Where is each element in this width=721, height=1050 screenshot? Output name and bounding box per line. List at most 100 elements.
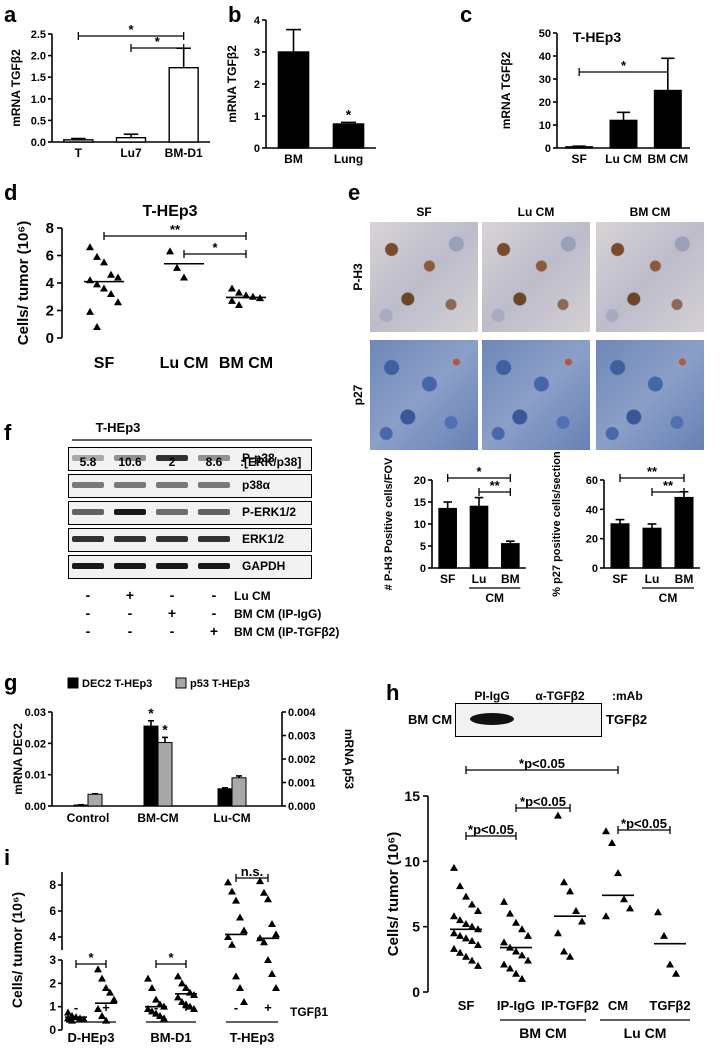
i-point-1-3 [106, 988, 114, 996]
f-band-4-2 [156, 563, 188, 569]
g-ytick-label-0: 0.00 [25, 801, 46, 813]
d-point-0-9 [114, 298, 122, 306]
i-point-4-2 [232, 896, 240, 904]
h-blot-left: BM CM [408, 712, 452, 727]
h-point-2-0 [554, 811, 562, 819]
b-ytick-label-0: 0 [254, 143, 260, 155]
panel-letter-d: d [4, 180, 17, 205]
d-ytick-label-2: 4 [46, 275, 55, 292]
e1-ytick-label-4: 20 [414, 475, 426, 487]
i-point-3-5 [174, 993, 182, 1001]
d-sig-2-label: * [212, 240, 218, 255]
e2-bar-0 [610, 523, 630, 569]
f-band-2-3 [198, 509, 230, 515]
h-point-4-1 [660, 931, 668, 939]
c-bar-2 [653, 89, 682, 149]
i-point-0-0 [64, 1008, 72, 1016]
i-xsign-0: - [74, 1000, 78, 1015]
f-sign-0-3: - [212, 587, 217, 603]
micrograph-p27-sf [370, 340, 478, 450]
i-point-4-4 [240, 926, 248, 934]
g-bar-0-1 [143, 725, 159, 807]
h-sig-2-label: *p<0.05 [468, 822, 514, 837]
d-point-2-0 [228, 284, 236, 292]
a-bar-0 [63, 139, 94, 143]
e2-bar-2 [674, 496, 694, 569]
d-point-0-10 [86, 307, 94, 315]
e-col-bmcm: BM CM [630, 205, 671, 219]
i-point-2-6 [148, 1007, 156, 1015]
c-ytick-label-5: 50 [539, 28, 551, 40]
d-point-1-1 [173, 263, 181, 271]
f-sign-2-3: + [210, 623, 218, 639]
i-point-4-1 [228, 887, 236, 895]
e1-xlabel-2: BM [501, 572, 520, 586]
f-sign-0-2: - [170, 587, 175, 603]
i-group-label-1: BM-D1 [150, 1030, 191, 1045]
h-point-0-15 [450, 944, 458, 952]
b-ytick-label-3: 3 [254, 47, 260, 59]
i-ytick-lo-label-1: 1 [49, 1000, 56, 1014]
h-point-0-16 [456, 948, 464, 956]
h-point-0-7 [462, 920, 470, 928]
c-xlabel-0: SF [571, 152, 586, 166]
e2-sig-1-label: ** [647, 464, 658, 479]
e1-ylabel: # P-H3 Positive cells/FOV [383, 457, 395, 590]
h-blot-col-2: :mAb [612, 689, 643, 703]
g-bar-1-2 [231, 777, 247, 807]
e2-ylabel: % p27 positive cells/section [551, 451, 563, 597]
f-band-0-3 [198, 455, 230, 461]
f-ratio-4: 8.6 [206, 455, 223, 469]
h-point-3-3 [620, 895, 628, 903]
i-point-2-7 [152, 1009, 160, 1017]
micrograph-ph3-lucm [482, 222, 590, 332]
f-band-0-1 [114, 455, 146, 461]
i-point-5-7 [264, 956, 272, 963]
panel-letter-i: i [4, 845, 10, 870]
c-ytick-label-3: 30 [539, 74, 551, 86]
i-xsign-1: + [102, 1000, 110, 1015]
i-point-1-4 [110, 995, 118, 1003]
i-point-3-2 [182, 984, 190, 991]
d-point-0-8 [107, 290, 115, 297]
b-bar-0 [277, 51, 310, 149]
h-point-0-19 [474, 961, 482, 969]
blot-strip-gapdh [68, 555, 312, 579]
i-point-1-1 [98, 974, 106, 982]
i-sig-3-label: n.s. [241, 864, 263, 879]
g-ytick-label-3: 0.03 [25, 707, 46, 719]
c-bar-1 [609, 119, 638, 149]
e2-xlabel-2: BM [675, 572, 694, 586]
a-bar-2 [168, 66, 199, 143]
h-point-2-3 [572, 906, 580, 914]
d-ytick-label-4: 8 [46, 220, 54, 237]
c-bar-0 [565, 146, 594, 149]
e2-xlabel-1: Lu [645, 572, 660, 586]
h-point-0-11 [456, 931, 464, 939]
d-ytick-label-3: 6 [46, 248, 54, 265]
i-group-label-2: T-HEp3 [230, 1030, 275, 1045]
d-point-2-6 [235, 301, 243, 308]
a-bar-1 [115, 136, 147, 143]
h-point-0-4 [474, 906, 482, 914]
h-point-3-4 [626, 904, 634, 912]
h-point-0-3 [468, 900, 476, 908]
h-point-1-9 [524, 956, 532, 964]
f-band-1-3 [198, 482, 230, 488]
e1-bar-2 [501, 543, 520, 569]
b-sig: * [346, 106, 352, 122]
f-band-4-0 [72, 563, 104, 569]
i-ytick-up-label-0: 4 [49, 930, 56, 944]
panel-letter-a: a [4, 2, 17, 27]
i-point-5-1 [260, 888, 268, 896]
panel-letter-c: c [460, 2, 472, 27]
h-point-2-5 [554, 929, 562, 937]
g-xlabel-0: Control [67, 811, 110, 825]
e1-bar-0 [438, 507, 457, 569]
a-sig-1-label: * [128, 22, 134, 37]
g-y2tick-label-4: 0.004 [288, 707, 316, 719]
e1-ytick-label-3: 15 [414, 497, 426, 509]
c-ytick-label-0: 0 [545, 143, 551, 155]
g-legend-label-1: p53 T-HEp3 [190, 678, 250, 690]
